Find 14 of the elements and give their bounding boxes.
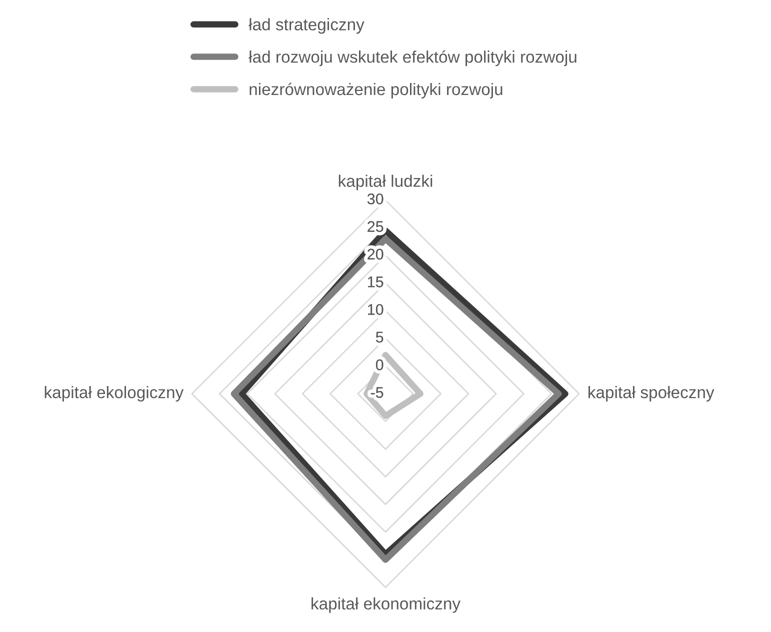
legend-label: ład strategiczny (248, 18, 364, 34)
y-tick-label: -5 (370, 387, 384, 398)
y-tick-label: 15 (368, 276, 384, 288)
y-tick-label: 10 (368, 304, 384, 315)
spoke-label: kapitał społeczny (588, 386, 714, 402)
spoke-label: kapitał ludzki (338, 174, 432, 190)
y-tick-label: 30 (367, 193, 384, 204)
legend-label: niezrównoważenie polityki rozwoju (250, 82, 502, 98)
legend-label: ład rozwoju wskutek efektów polityki rozwoju (248, 50, 576, 66)
y-tick-label: 25 (368, 221, 384, 232)
spoke-label: kapitał ekonomiczny (312, 597, 461, 613)
y-tick-label: 0 (376, 359, 384, 370)
y-tick-label: 5 (376, 332, 384, 343)
spoke-label: kapitał ekologiczny (44, 386, 184, 402)
